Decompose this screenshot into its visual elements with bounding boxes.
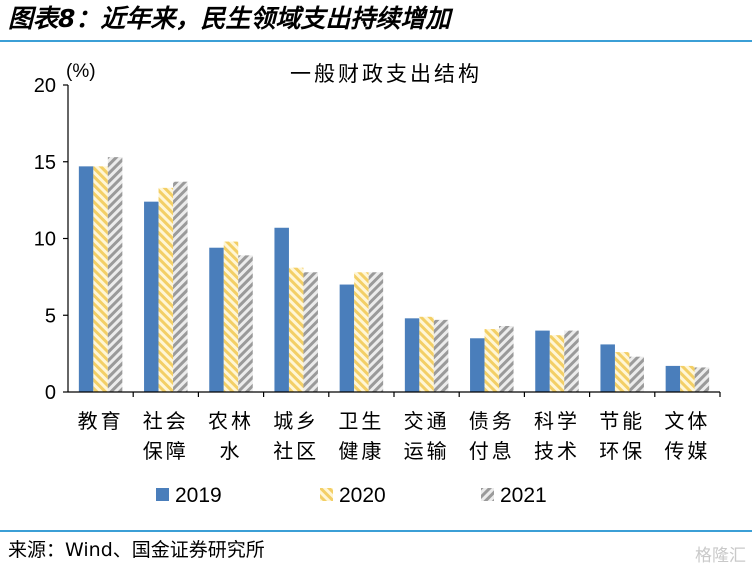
figure-title: 图表8：近年来，民生领域支出持续增加 (8, 4, 451, 33)
x-category-label: 文体 (664, 409, 710, 433)
bar-2020-4 (354, 272, 369, 392)
bar-2021-7 (564, 330, 579, 392)
x-category-label: 付息 (469, 439, 515, 463)
watermark-logo: 格隆汇 (695, 546, 746, 566)
bar-2021-4 (368, 272, 384, 392)
bar-2019-9 (665, 365, 681, 392)
y-tick-label: 10 (34, 229, 56, 251)
bar-2019-0 (78, 166, 94, 392)
x-category-label: 社会 (143, 409, 189, 433)
x-category-label: 水 (220, 439, 243, 463)
legend-swatch-2019 (156, 488, 169, 501)
x-category-label: 保障 (143, 439, 189, 463)
bar-2021-3 (303, 272, 318, 392)
y-tick-label: 5 (45, 305, 56, 327)
x-category-label: 城乡 (273, 409, 319, 433)
x-category-label: 社区 (273, 439, 319, 463)
bar-2020-8 (614, 352, 630, 392)
legend-label-2021: 2021 (500, 484, 547, 507)
bar-2020-1 (158, 187, 174, 392)
x-category-label: 节能 (599, 409, 645, 433)
x-category-label: 卫生 (338, 409, 384, 433)
bar-2021-1 (173, 181, 188, 392)
bar-2021-8 (629, 356, 644, 392)
bar-2019-2 (209, 247, 224, 392)
x-category-label: 农林 (208, 409, 254, 433)
x-category-label: 教育 (78, 409, 124, 433)
legend-swatch-2020 (320, 488, 333, 501)
x-category-label: 环保 (599, 439, 645, 463)
chart-title: 一般财政支出结构 (290, 62, 482, 86)
bar-2021-2 (238, 255, 253, 392)
bar-2019-1 (144, 201, 159, 392)
bar-2021-5 (433, 319, 449, 392)
bar-2019-8 (600, 344, 615, 392)
x-category-label: 技术 (534, 439, 580, 463)
y-tick-label: 20 (34, 75, 56, 97)
legend-label-2020: 2020 (339, 484, 386, 507)
bar-2019-3 (274, 227, 289, 392)
bar-2019-6 (470, 338, 485, 392)
source-note: 来源：Wind、国金证券研究所 (8, 539, 265, 561)
bar-2020-3 (288, 267, 304, 392)
x-category-label: 交通 (404, 409, 450, 433)
bar-2020-9 (680, 365, 695, 392)
source-divider (0, 530, 752, 532)
bar-2021-6 (499, 325, 514, 392)
bar-2020-6 (484, 329, 500, 392)
x-category-label: 健康 (338, 439, 384, 463)
bar-2019-7 (535, 330, 550, 392)
x-category-label: 运输 (404, 439, 450, 463)
legend-swatch-2021 (481, 488, 494, 501)
y-tick-label: 0 (45, 382, 56, 404)
y-tick-label: 15 (34, 152, 56, 174)
bar-2021-9 (694, 367, 710, 392)
bar-2020-5 (419, 316, 434, 392)
legend-label-2019: 2019 (175, 484, 222, 507)
title-divider (0, 40, 752, 42)
bar-2020-7 (549, 335, 565, 392)
bar-2019-4 (339, 284, 355, 392)
bar-2019-5 (404, 318, 420, 392)
y-axis-unit-label: (%) (66, 61, 96, 82)
bar-2021-0 (107, 157, 123, 392)
x-category-label: 科学 (534, 409, 580, 433)
bar-2020-2 (223, 241, 239, 392)
x-category-label: 传媒 (664, 439, 710, 463)
bar-2020-0 (93, 166, 108, 392)
x-category-label: 债务 (469, 409, 515, 433)
